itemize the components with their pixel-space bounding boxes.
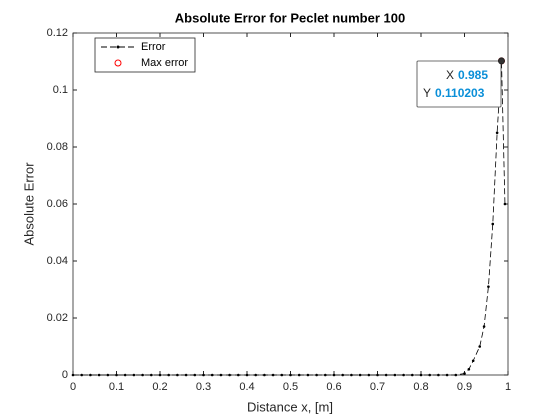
point [376,373,379,377]
point [202,373,205,377]
legend-box [94,37,196,73]
point [115,373,118,377]
legend-label: Max error [141,57,188,69]
point [184,373,188,377]
y-tick-label: 0.06 [47,198,68,210]
point [341,373,345,377]
point [482,325,486,328]
point [350,373,353,377]
point [478,345,482,348]
point [411,373,414,377]
point [167,373,170,377]
y-tick-label: 0.08 [47,141,68,153]
point [289,373,292,377]
point [419,373,423,377]
point [263,373,266,377]
point [332,373,336,377]
point [324,373,327,377]
datatip-x-value: 0.985 [458,68,488,82]
point [306,373,310,377]
legend-label: Error [141,41,166,53]
x-tick-label: 0.4 [239,381,254,393]
point [132,373,136,377]
point [245,373,249,377]
point [150,373,153,377]
point [367,373,371,377]
y-tick-label: 0.1 [53,84,68,96]
datatip-marker [497,57,505,65]
x-tick-label: 0.1 [109,381,124,393]
point [271,373,275,377]
point [89,373,92,377]
point [297,373,301,377]
point [358,373,362,377]
point [210,373,214,377]
point [71,373,75,377]
point [141,373,144,377]
point [467,368,471,371]
x-tick-label: 0.2 [152,381,167,393]
point [193,373,197,377]
point [80,373,83,377]
y-tick-label: 0 [62,369,68,381]
point [487,285,490,288]
x-tick-label: 0.8 [413,381,428,393]
point [123,373,127,377]
point [176,373,179,377]
legend-marker [114,59,122,67]
y-axis-label: Absolute Error [21,162,36,246]
point [219,373,223,377]
point [158,373,162,377]
x-tick-label: 0.7 [370,381,385,393]
x-tick-label: 0.3 [196,381,211,393]
point [402,373,405,377]
point [503,202,507,206]
point [471,359,475,363]
point [280,373,284,377]
point [495,131,499,135]
point [237,373,240,377]
point [463,372,466,375]
point [491,222,495,226]
point [384,373,388,377]
x-tick-label: 0.6 [326,381,341,393]
point [97,373,101,377]
point [445,373,449,377]
x-axis-label: Distance x, [m] [247,399,333,414]
datatip-box [416,60,502,108]
point [393,373,397,377]
x-tick-label: 0.5 [283,381,298,393]
x-tick-label: 0.9 [457,381,472,393]
point [454,373,458,377]
point [228,373,231,377]
datatip-y-label: Y [423,86,431,100]
datatip-x-label: X [446,68,454,82]
point [106,373,110,377]
legend-marker [116,45,120,49]
point [315,373,318,377]
point [437,373,440,377]
y-tick-label: 0.12 [47,27,68,39]
x-tick-label: 0 [70,381,76,393]
y-tick-label: 0.04 [47,255,68,267]
point [254,373,257,377]
y-tick-label: 0.02 [47,312,68,324]
x-tick-label: 1 [505,381,511,393]
datatip-y-value: 0.110203 [435,86,485,100]
point [428,373,432,377]
chart-title: Absolute Error for Peclet number 100 [175,10,405,25]
